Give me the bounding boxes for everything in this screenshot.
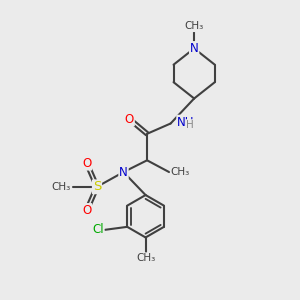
Text: NH: NH: [177, 116, 195, 128]
Text: CH₃: CH₃: [184, 21, 204, 31]
Text: CH₃: CH₃: [171, 167, 190, 177]
Text: O: O: [82, 157, 91, 170]
Text: O: O: [125, 112, 134, 126]
Text: N: N: [190, 42, 199, 55]
Text: N: N: [119, 166, 128, 178]
Text: CH₃: CH₃: [136, 253, 155, 263]
Text: Cl: Cl: [92, 223, 104, 236]
Text: S: S: [93, 180, 101, 193]
Text: O: O: [82, 204, 91, 217]
Text: H: H: [186, 120, 194, 130]
Text: CH₃: CH₃: [51, 182, 70, 192]
